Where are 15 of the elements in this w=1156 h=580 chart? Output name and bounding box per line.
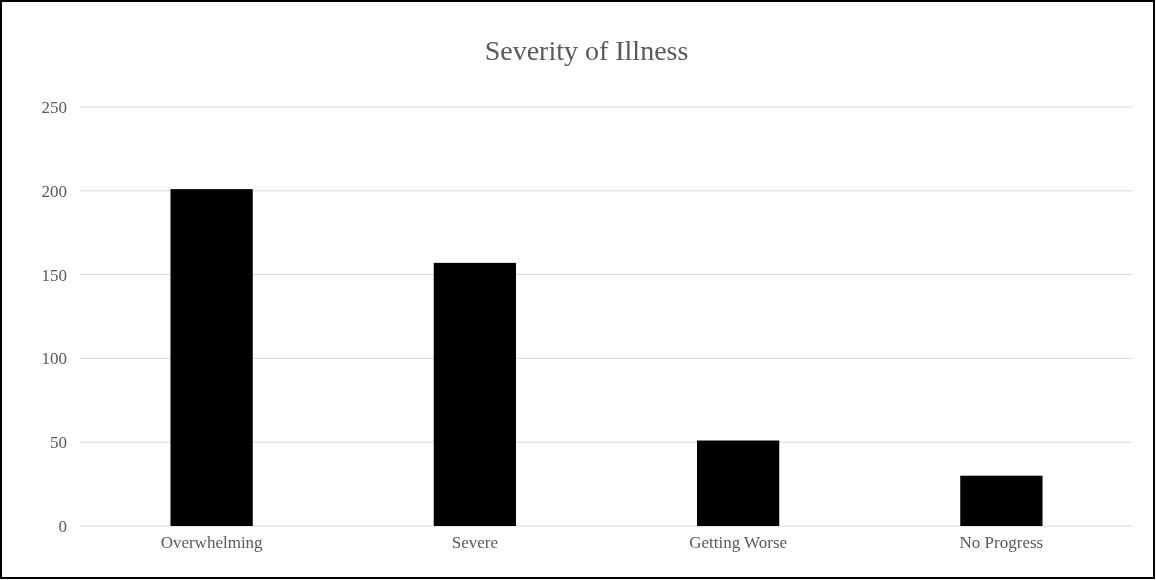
x-tick-label: Getting Worse <box>689 532 788 552</box>
x-tick-label: Overwhelming <box>160 532 264 552</box>
y-tick-label: 50 <box>50 433 67 453</box>
bar <box>433 262 517 526</box>
bar <box>960 475 1043 526</box>
y-tick-label: 150 <box>41 265 67 285</box>
x-tick-label: No Progress <box>959 532 1044 552</box>
x-tick-label: Severe <box>451 532 499 552</box>
bar <box>170 189 253 526</box>
chart-title: Severity of Illness <box>484 35 689 66</box>
bar <box>696 440 780 526</box>
y-tick-label: 100 <box>41 349 67 369</box>
y-tick-label: 0 <box>58 516 67 536</box>
y-tick-label: 200 <box>41 181 67 201</box>
y-tick-label: 250 <box>41 97 67 117</box>
